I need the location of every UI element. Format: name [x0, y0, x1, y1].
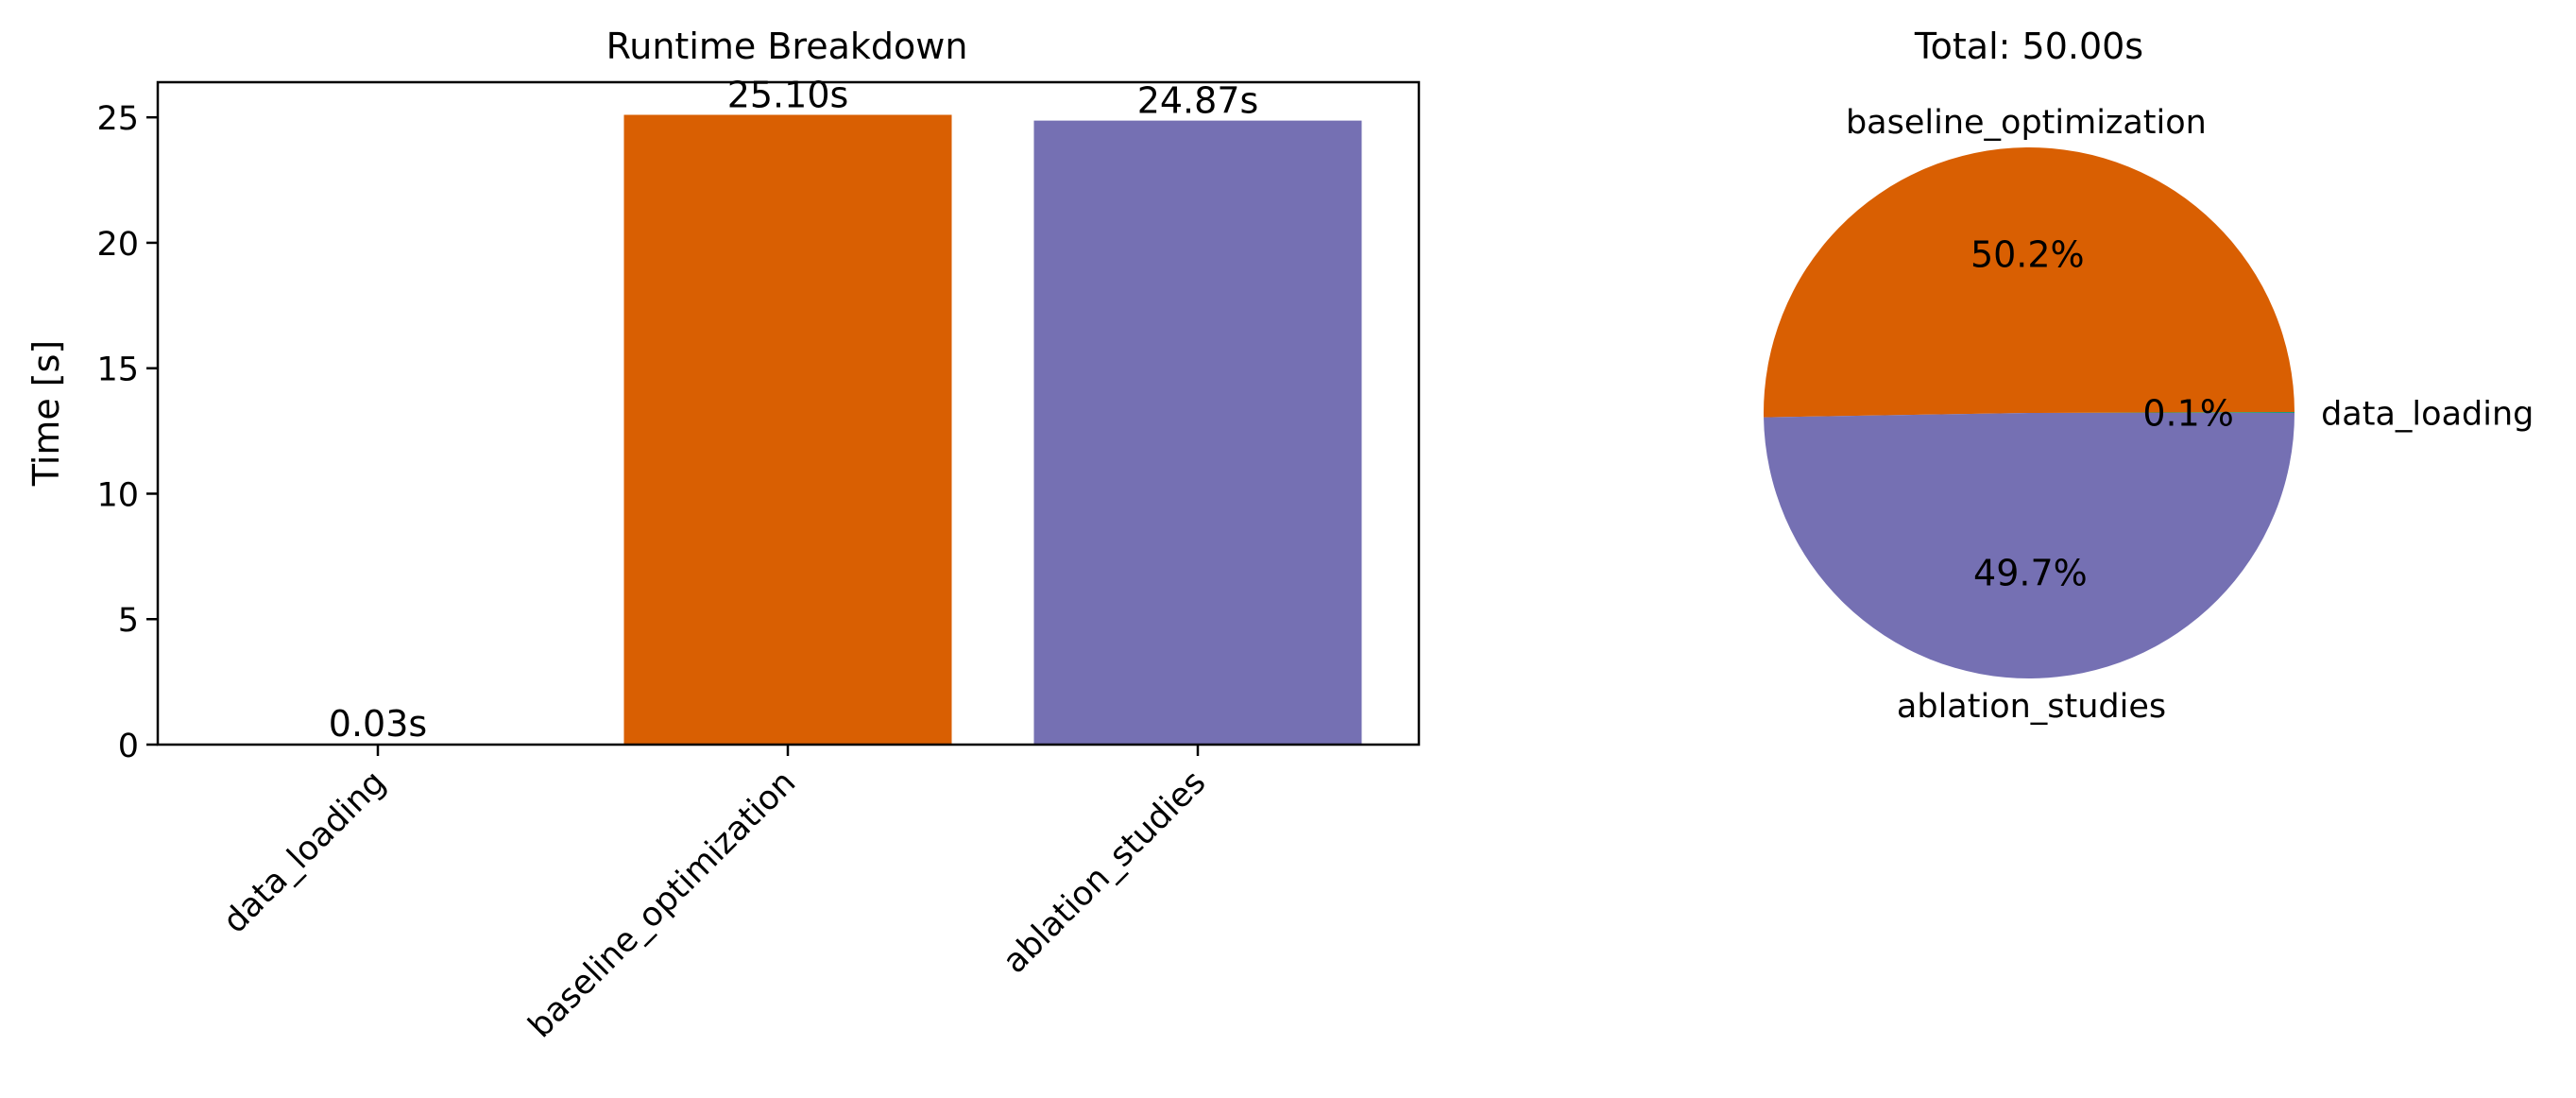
y-tick-label: 15	[96, 352, 139, 389]
pie-labels: 0.1% data_loading 50.2% baseline_optimizati…	[1846, 104, 2533, 726]
bar-baseline_optimization	[623, 114, 952, 746]
pie-category-label: data_loading	[2321, 395, 2533, 433]
pie-slice-data_loading	[2029, 411, 2295, 413]
plot-frame	[156, 80, 1421, 746]
pie-slice-ablation_studies	[1764, 413, 2295, 678]
x-axis-ticks: data_loading baseline_optimization ablatio…	[216, 745, 1213, 1045]
bar-ablation_studies	[1033, 120, 1362, 745]
bar-value-label: 0.03s	[329, 703, 427, 745]
y-axis-ticks: 0 5 10 15 20 25	[96, 100, 158, 765]
y-axis-label: Time [s]	[26, 340, 67, 488]
pie-percent-label: 50.2%	[1970, 233, 2085, 275]
x-tick-label: baseline_optimization	[521, 763, 803, 1045]
pie-slices	[1764, 147, 2295, 678]
pie-slice-baseline_optimization	[1764, 147, 2295, 418]
pie-chart: Total: 50.00s 0.1% data_loading 50.2% basel…	[1764, 26, 2533, 726]
x-tick-label: ablation_studies	[996, 763, 1213, 981]
bars	[213, 114, 1362, 746]
pie-chart-title: Total: 50.00s	[1914, 26, 2143, 67]
y-tick-label: 25	[96, 100, 139, 138]
y-tick-label: 5	[118, 602, 139, 640]
bar-value-label: 24.87s	[1137, 80, 1259, 122]
bar-chart: Runtime Breakdown Time [s] 0 5 10 15 20 25 0.…	[26, 26, 1421, 1045]
bar-value-label: 25.10s	[727, 75, 849, 116]
pie-percent-label: 0.1%	[2142, 393, 2234, 435]
pie-category-label: ablation_studies	[1897, 688, 2166, 726]
y-tick-label: 0	[118, 728, 139, 765]
pie-percent-label: 49.7%	[1973, 553, 2088, 594]
y-tick-label: 10	[96, 476, 139, 514]
x-tick-label: data_loading	[216, 763, 394, 941]
bar-value-labels: 0.03s 25.10s 24.87s	[329, 75, 1259, 746]
pie-category-label: baseline_optimization	[1846, 104, 2207, 142]
bar-chart-title: Runtime Breakdown	[606, 26, 968, 67]
y-tick-label: 20	[96, 226, 139, 264]
